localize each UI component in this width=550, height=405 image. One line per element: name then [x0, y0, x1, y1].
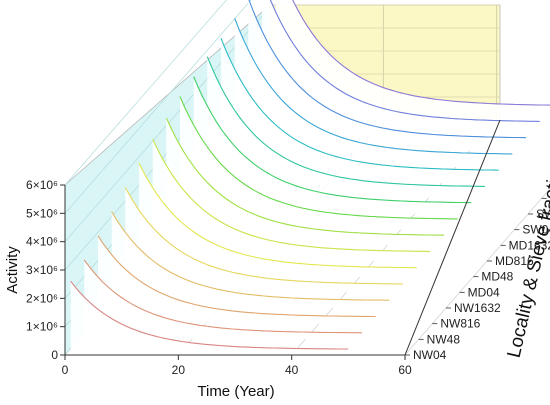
series-fill-NW1632: [111, 211, 390, 308]
series-line-SW04: [179, 96, 458, 220]
series-line-NE48: [248, 0, 527, 139]
series-line-MD816: [152, 138, 431, 252]
floor-gridline: [404, 188, 550, 356]
category-label: NW48: [427, 332, 461, 346]
series-fill-NE04: [234, 18, 513, 167]
series-group: [70, 0, 550, 355]
z-axis-title: Activity: [4, 246, 21, 294]
series-fill-NW04: [70, 281, 349, 355]
series-line-NW1632: [111, 211, 390, 301]
category-label: MD48: [481, 270, 513, 284]
axes: NE1632NE816NE48NE04SW1632SW816SW48SW04MD…: [26, 119, 550, 377]
series-line-NW04: [70, 280, 349, 350]
series-fill-SW1632: [221, 38, 499, 183]
series-fill-NW816: [98, 235, 376, 324]
z-tick-label: 0: [51, 348, 58, 362]
series-line-SW1632: [220, 37, 499, 171]
wall-gridline: [64, 0, 252, 214]
category-label: NW04: [413, 348, 447, 362]
z-tick-label: 1×10⁶: [26, 320, 58, 334]
series-line-NE1632: [292, 0, 550, 106]
series-line-SW48: [193, 76, 472, 204]
series-line-SW816: [206, 56, 486, 187]
category-label: NW1632: [454, 301, 501, 315]
z-tick-label: 3×10⁶: [26, 263, 58, 277]
series-fill-MD816: [152, 139, 431, 261]
series-fill-NE816: [262, 0, 540, 136]
y-axis-line: [404, 119, 501, 356]
series-line-NW816: [97, 235, 376, 318]
series-fill-MD48: [139, 163, 417, 277]
series-fill-MD1632: [166, 117, 445, 246]
series-fill-NW48: [84, 260, 363, 340]
category-label: MD04: [468, 285, 500, 299]
category-label: MD1632: [509, 238, 550, 252]
category-label: MD816: [495, 254, 534, 268]
z-tick-label: 6×10⁶: [26, 178, 58, 192]
series-line-MD1632: [165, 117, 445, 236]
category-label: SW48: [536, 207, 550, 221]
wall-gridline: [64, 0, 227, 186]
z-tick-label: 2×10⁶: [26, 291, 58, 305]
series-fill-NE48: [248, 0, 526, 152]
series-fill-NE1632: [275, 0, 550, 120]
x-tick-label: 20: [172, 363, 186, 377]
series-fill-MD04: [125, 187, 404, 293]
series-line-NE816: [269, 0, 540, 122]
x-tick-label: 0: [62, 363, 69, 377]
series-line-NW48: [83, 259, 363, 334]
series-line-MD04: [124, 187, 404, 285]
x-tick-label: 60: [398, 363, 412, 377]
z-tick-label: 4×10⁶: [26, 235, 58, 249]
series-fill-SW04: [180, 96, 458, 230]
x-axis-title: Time (Year): [197, 383, 274, 400]
series-fill-SW816: [207, 56, 486, 199]
x-tick-label: 40: [285, 363, 299, 377]
series-line-NE04: [234, 18, 513, 155]
category-label: NW816: [440, 317, 480, 331]
z-tick-label: 5×10⁶: [26, 206, 58, 220]
series-line-MD48: [138, 163, 417, 269]
series-fill-SW48: [193, 76, 472, 214]
category-label: SW04: [522, 223, 550, 237]
